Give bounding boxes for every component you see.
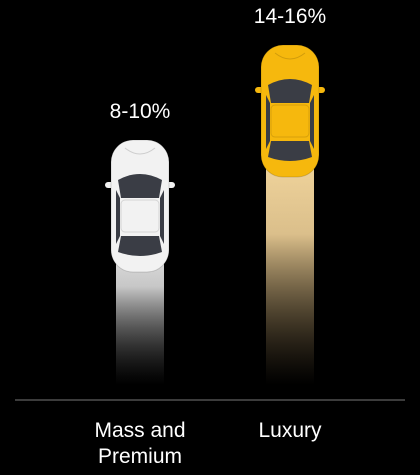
car-side-window — [266, 95, 270, 150]
category-label: Luxury — [258, 419, 322, 442]
car — [255, 44, 325, 178]
car-roof — [120, 199, 160, 233]
value-label: 8-10% — [110, 100, 171, 123]
car-rear-window — [268, 141, 312, 162]
car-windshield — [268, 79, 312, 104]
car-side-window — [310, 95, 314, 150]
car-rear-window — [118, 236, 162, 256]
car-side-window — [160, 190, 164, 244]
car — [105, 139, 175, 273]
car-side-window — [116, 190, 120, 244]
car-hood-line — [274, 52, 306, 60]
value-label: 14-16% — [254, 5, 326, 28]
car-hood-line — [124, 147, 156, 155]
category-label: Mass and Premium — [94, 419, 186, 468]
car-windshield — [118, 174, 162, 198]
car-roof — [270, 104, 310, 138]
